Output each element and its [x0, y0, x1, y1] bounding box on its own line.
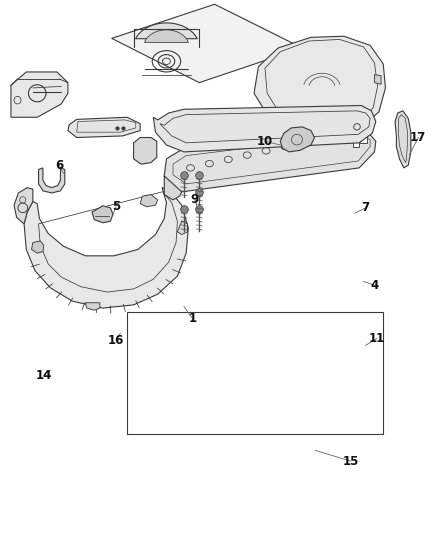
- Text: 1: 1: [189, 312, 197, 325]
- Text: 6: 6: [55, 159, 63, 172]
- Polygon shape: [92, 206, 113, 223]
- Polygon shape: [153, 106, 376, 152]
- Polygon shape: [254, 36, 385, 139]
- Polygon shape: [136, 23, 197, 39]
- Polygon shape: [112, 4, 302, 83]
- Text: 11: 11: [368, 332, 385, 345]
- Polygon shape: [134, 138, 157, 164]
- Text: 7: 7: [362, 201, 370, 214]
- Text: 14: 14: [35, 369, 52, 382]
- Polygon shape: [164, 176, 182, 200]
- Text: 9: 9: [191, 193, 199, 206]
- Polygon shape: [353, 140, 359, 147]
- Polygon shape: [14, 188, 33, 224]
- Polygon shape: [85, 303, 100, 310]
- Polygon shape: [68, 117, 140, 138]
- Text: 16: 16: [108, 334, 124, 346]
- Text: 4: 4: [371, 279, 378, 292]
- Polygon shape: [360, 136, 367, 143]
- Text: 17: 17: [410, 131, 427, 144]
- Polygon shape: [140, 195, 158, 207]
- Polygon shape: [374, 75, 381, 84]
- Polygon shape: [145, 30, 188, 43]
- Polygon shape: [24, 188, 188, 308]
- Polygon shape: [395, 111, 411, 168]
- Text: 5: 5: [112, 200, 120, 213]
- Polygon shape: [39, 168, 65, 193]
- Polygon shape: [11, 72, 68, 117]
- Text: 15: 15: [342, 455, 359, 467]
- Polygon shape: [177, 221, 187, 235]
- Polygon shape: [280, 127, 314, 152]
- Polygon shape: [164, 128, 376, 192]
- Bar: [127, 312, 383, 434]
- Polygon shape: [32, 241, 44, 253]
- Text: 10: 10: [257, 135, 273, 148]
